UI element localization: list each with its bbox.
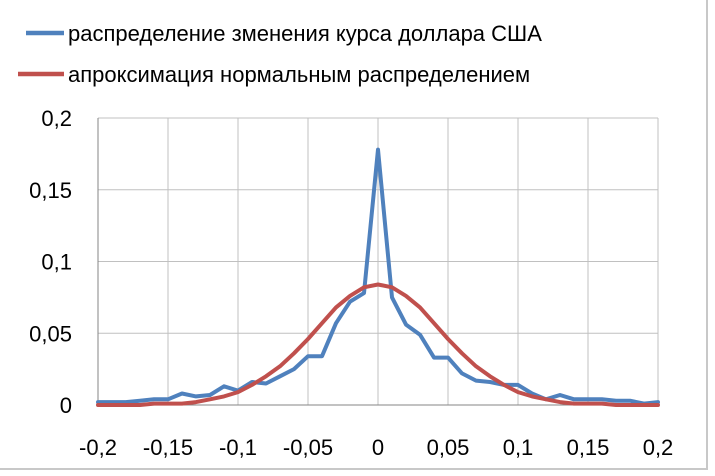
x-tick-label: 0,15 <box>567 435 610 460</box>
legend: распределение зменения курса доллара США… <box>18 21 542 87</box>
y-tick-label: 0 <box>60 393 72 418</box>
x-tick-label: -0,2 <box>79 435 117 460</box>
series <box>96 147 660 407</box>
legend-label-series-2: апроксимация нормальным распределением <box>68 62 530 87</box>
axes <box>97 118 658 406</box>
x-tick-label: -0,05 <box>283 435 333 460</box>
tick-labels: 0 0,05 0,1 0,15 0,2 -0,2 -0,15 -0,1 -0,05 0 0,05 0,… <box>29 106 673 460</box>
y-tick-label: 0,05 <box>29 321 72 346</box>
y-tick-label: 0,2 <box>41 106 72 131</box>
y-tick-label: 0,1 <box>41 250 72 275</box>
y-tick-label: 0,15 <box>29 178 72 203</box>
series-line-1 <box>96 147 660 406</box>
legend-label-series-1: распределение зменения курса доллара США <box>68 21 542 46</box>
x-tick-label: -0,15 <box>143 435 193 460</box>
x-tick-label: 0,05 <box>427 435 470 460</box>
series-line-2 <box>96 282 660 407</box>
x-tick-label: 0,1 <box>503 435 534 460</box>
chart-frame <box>0 0 708 470</box>
x-tick-label: -0,1 <box>219 435 257 460</box>
x-tick-label: 0,2 <box>643 435 674 460</box>
x-tick-label: 0 <box>372 435 384 460</box>
